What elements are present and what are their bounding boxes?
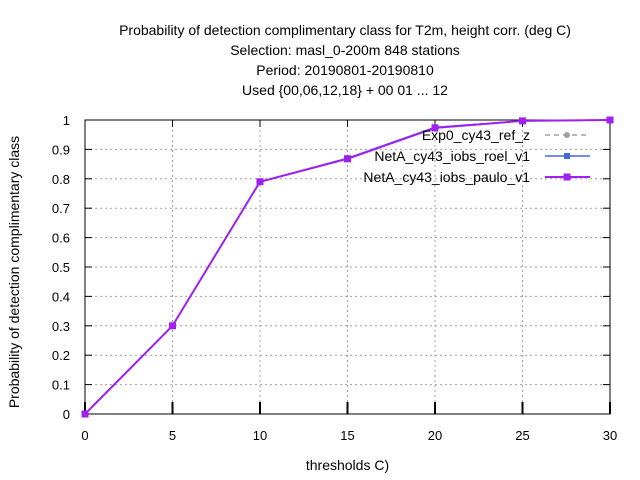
y-tick-label: 0 <box>63 407 70 422</box>
x-tick-label: 0 <box>81 428 88 443</box>
legend-label: Exp0_cy43_ref_z <box>422 127 530 143</box>
y-tick-label: 0.1 <box>52 378 70 393</box>
title-line: Period: 20190801-20190810 <box>256 62 434 78</box>
y-tick-label: 0.6 <box>52 231 70 246</box>
y-tick-label: 0.9 <box>52 142 70 157</box>
y-tick-label: 0.8 <box>52 172 70 187</box>
legend-label: NetA_cy43_iobs_paulo_v1 <box>363 169 530 185</box>
x-tick-label: 20 <box>428 428 442 443</box>
x-tick-label: 15 <box>340 428 354 443</box>
y-tick-label: 0.5 <box>52 260 70 275</box>
x-tick-label: 5 <box>169 428 176 443</box>
legend-marker <box>564 132 570 138</box>
title-line: Probability of detection complimentary c… <box>119 22 571 38</box>
axis-ticks: 0 5 10 15 20 25 30 0 0.1 0.2 0.3 0.4 0.5 0.6 0.7 0.8 0.9… <box>52 113 617 443</box>
data-point <box>519 117 526 125</box>
data-point <box>256 178 264 186</box>
y-tick-label: 0.7 <box>52 201 70 216</box>
data-point <box>431 124 439 132</box>
title-line: Used {00,06,12,18} + 00 01 ... 12 <box>242 82 448 98</box>
x-axis-label: thresholds C) <box>306 457 389 473</box>
title-line: Selection: masl_0-200m 848 stations <box>230 42 460 58</box>
data-point <box>169 322 176 330</box>
y-tick-label: 0.4 <box>52 289 70 304</box>
data-point <box>81 410 89 418</box>
legend-label: NetA_cy43_iobs_roel_v1 <box>374 148 530 164</box>
legend-marker <box>564 153 570 159</box>
legend: Exp0_cy43_ref_z NetA_cy43_iobs_roel_v1 Net… <box>363 127 590 185</box>
chart-title: Probability of detection complimentary c… <box>119 22 571 98</box>
y-tick-label: 0.3 <box>52 319 70 334</box>
data-point <box>606 116 614 124</box>
y-axis-label: Probability of detection complimentary c… <box>6 136 22 408</box>
y-tick-label: 1 <box>63 113 70 128</box>
series-3 <box>81 116 614 418</box>
x-tick-label: 10 <box>253 428 267 443</box>
legend-marker <box>563 173 571 181</box>
y-tick-label: 0.2 <box>52 348 70 363</box>
grid <box>85 120 610 414</box>
x-tick-label: 30 <box>603 428 617 443</box>
data-point <box>344 155 351 163</box>
x-tick-label: 25 <box>515 428 529 443</box>
series <box>81 116 614 418</box>
